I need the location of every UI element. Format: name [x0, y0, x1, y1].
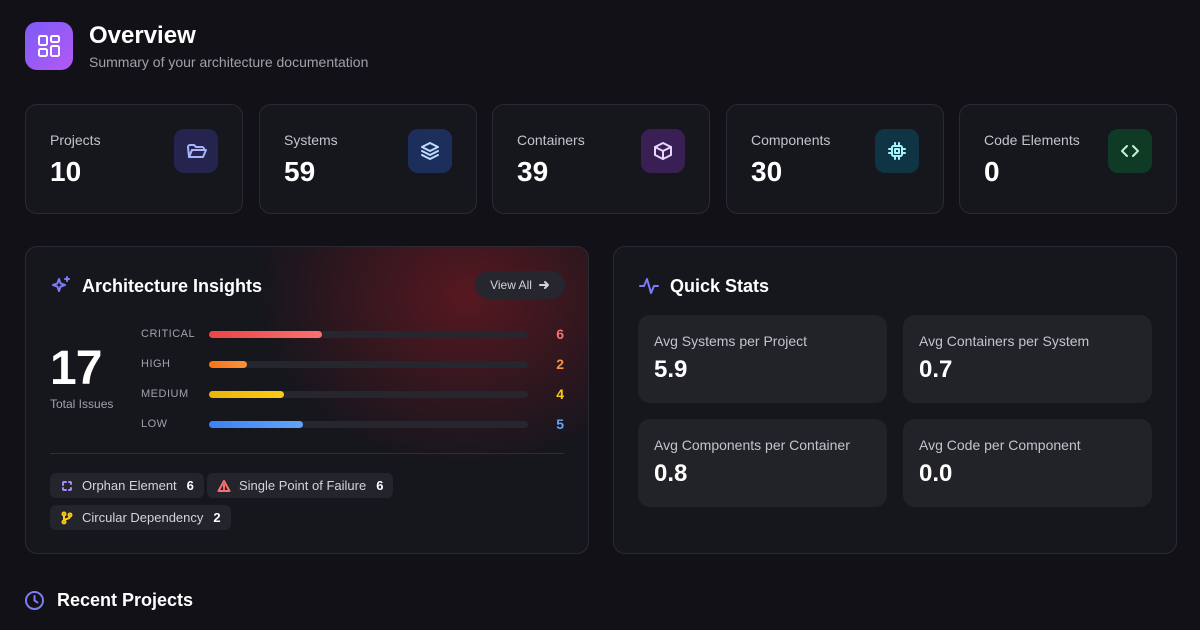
severity-count: 2	[556, 356, 564, 372]
view-all-button[interactable]: View All	[475, 271, 565, 299]
stat-icon	[1108, 129, 1152, 173]
issue-tag: Single Point of Failure 6	[207, 473, 394, 498]
total-issues-label: Total Issues	[50, 397, 114, 411]
severity-label: LOW	[141, 418, 168, 430]
view-all-label: View All	[490, 278, 532, 292]
tile-label: Avg Components per Container	[654, 437, 850, 453]
severity-bar	[209, 421, 303, 428]
stat-value: 59	[284, 156, 316, 187]
stat-card: Containers 39	[492, 104, 710, 214]
stat-card: Code Elements 0	[959, 104, 1177, 214]
stat-icon	[641, 129, 685, 173]
page-title: Overview	[89, 22, 196, 49]
issue-tag: Orphan Element 6	[50, 473, 204, 498]
severity-label: MEDIUM	[141, 388, 189, 400]
stat-card: Projects 10	[25, 104, 243, 214]
stat-label: Containers	[517, 132, 585, 148]
stat-icon	[408, 129, 452, 173]
stat-card: Components 30	[726, 104, 944, 214]
stat-label: Systems	[284, 132, 338, 148]
tag-count: 6	[376, 478, 384, 493]
issue-tag: Circular Dependency 2	[50, 505, 231, 530]
severity-label: HIGH	[141, 358, 171, 370]
stat-label: Projects	[50, 132, 101, 148]
severity-bar	[209, 361, 247, 368]
stat-value: 39	[517, 156, 549, 187]
stat-icon	[174, 129, 218, 173]
tag-label: Circular Dependency	[82, 510, 204, 525]
stat-value: 10	[50, 156, 82, 187]
severity-count: 6	[556, 326, 564, 342]
severity-bar	[209, 391, 285, 398]
severity-track	[209, 421, 528, 428]
stat-label: Code Elements	[984, 132, 1080, 148]
stat-tile: Avg Code per Component 0.0	[903, 419, 1152, 507]
tile-label: Avg Systems per Project	[654, 333, 808, 349]
insights-card: Architecture Insights View All 17 Total …	[25, 246, 589, 554]
tile-value: 0.8	[654, 460, 688, 487]
page-subtitle: Summary of your architecture documentati…	[89, 54, 369, 70]
tile-value: 5.9	[654, 356, 688, 383]
severity-label: CRITICAL	[141, 328, 196, 340]
stat-tile: Avg Systems per Project 5.9	[638, 315, 887, 403]
severity-bar	[209, 331, 322, 338]
stat-card: Systems 59	[259, 104, 477, 214]
severity-track	[209, 331, 528, 338]
quick-stats-title: Quick Stats	[670, 276, 770, 296]
severity-track	[209, 391, 528, 398]
app-icon	[25, 22, 73, 70]
tile-value: 0.0	[919, 460, 953, 487]
tag-label: Orphan Element	[82, 478, 177, 493]
quick-stats-card: Quick Stats Avg Systems per Project 5.9 Av…	[613, 246, 1177, 554]
tile-label: Avg Containers per System	[919, 333, 1090, 349]
insights-title: Architecture Insights	[82, 276, 263, 296]
stat-value: 0	[984, 156, 1000, 187]
severity-count: 4	[556, 386, 564, 402]
total-issues: 17	[50, 342, 102, 395]
stat-icon	[875, 129, 919, 173]
tag-count: 6	[186, 478, 194, 493]
tile-value: 0.7	[919, 356, 953, 383]
tag-count: 2	[213, 510, 221, 525]
tile-label: Avg Code per Component	[919, 437, 1081, 453]
severity-track	[209, 361, 528, 368]
severity-count: 5	[556, 416, 564, 432]
stat-tile: Avg Containers per System 0.7	[903, 315, 1152, 403]
stat-tile: Avg Components per Container 0.8	[638, 419, 887, 507]
recent-projects-title: Recent Projects	[57, 590, 194, 610]
stat-value: 30	[751, 156, 783, 187]
stat-label: Components	[751, 132, 831, 148]
tag-label: Single Point of Failure	[239, 478, 367, 493]
